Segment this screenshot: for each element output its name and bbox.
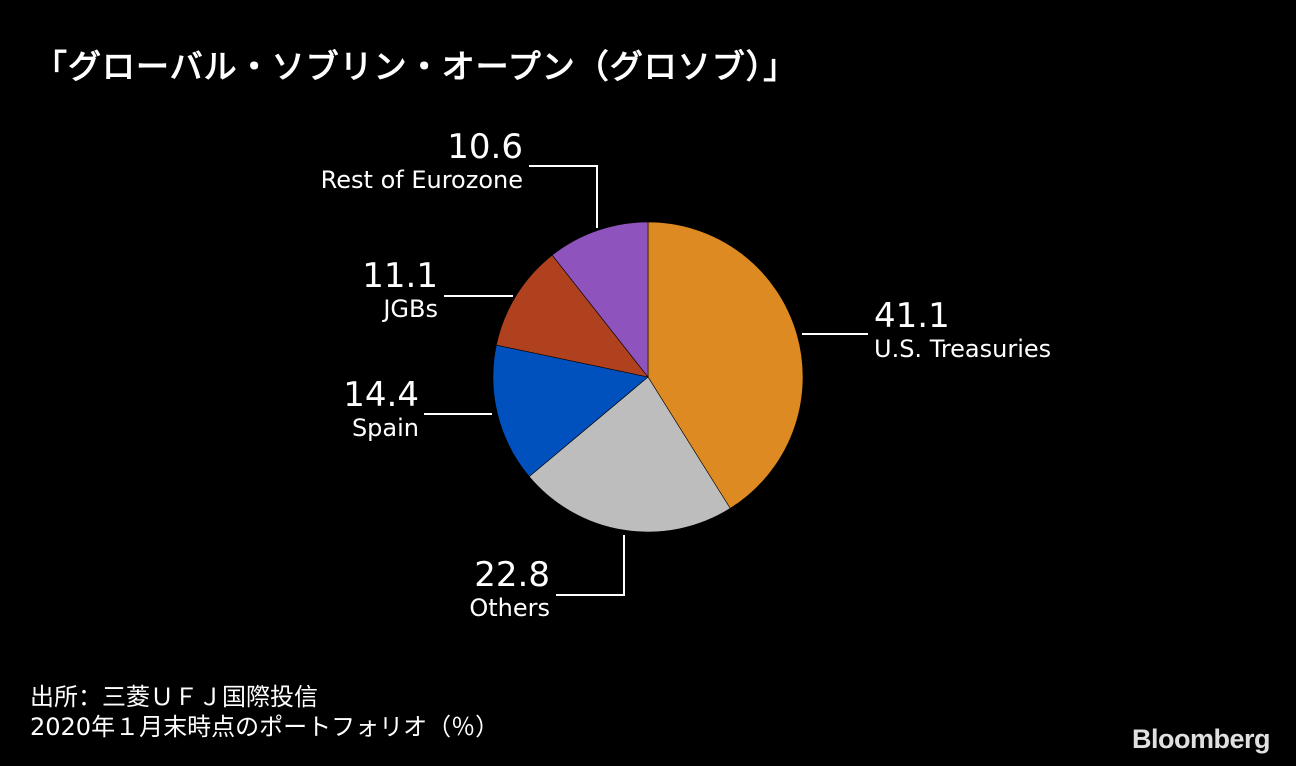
source-note: 出所：三菱ＵＦＪ国際投信 <box>30 683 318 711</box>
value-label-spain: 14.4 <box>343 375 419 415</box>
category-label-spain: Spain <box>352 414 419 442</box>
leader-line-rest-of-eurozone <box>529 165 598 228</box>
pie-slice-spain <box>492 344 649 477</box>
pie-slice-u-s-treasuries <box>647 221 804 509</box>
bloomberg-logo: Bloomberg <box>1131 724 1271 754</box>
chart-title: 「グローバル・ソブリン・オープン（グロソブ）」 <box>34 47 798 86</box>
date-note: 2020年１月末時点のポートフォリオ（％） <box>30 713 500 741</box>
value-label-u-s-treasuries: 41.1 <box>874 296 950 336</box>
category-label-rest-of-eurozone: Rest of Eurozone <box>321 166 523 194</box>
pie-slice-jgbs <box>495 254 649 378</box>
pie-slice-rest-of-eurozone <box>551 221 649 378</box>
leader-line-others <box>556 535 625 596</box>
leader-lines <box>424 165 868 596</box>
footer: 出所：三菱ＵＦＪ国際投信 2020年１月末時点のポートフォリオ（％） <box>30 682 499 742</box>
category-label-others: Others <box>469 594 550 622</box>
pie-slice-others <box>528 376 731 533</box>
value-label-others: 22.8 <box>474 555 550 595</box>
value-label-rest-of-eurozone: 10.6 <box>447 127 523 167</box>
value-label-jgbs: 11.1 <box>362 256 438 296</box>
category-label-u-s-treasuries: U.S. Treasuries <box>874 335 1051 363</box>
pie-slices <box>492 221 804 533</box>
category-label-jgbs: JGBs <box>381 295 438 323</box>
